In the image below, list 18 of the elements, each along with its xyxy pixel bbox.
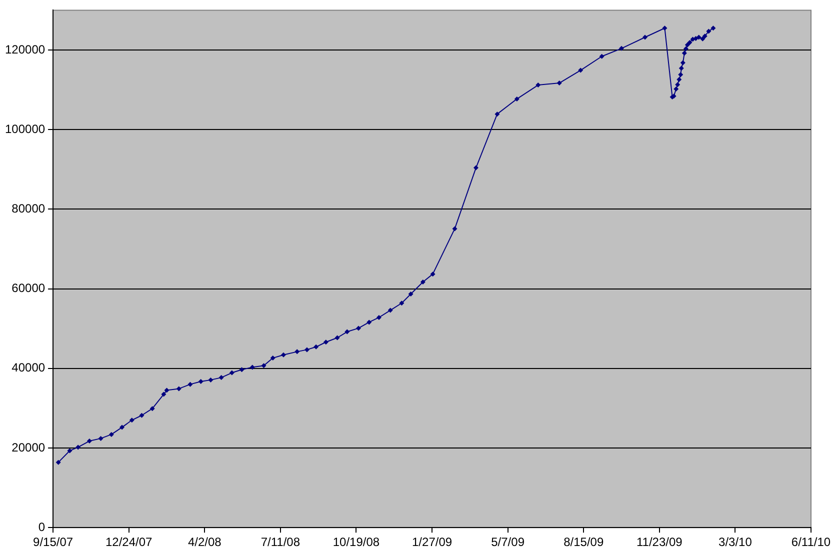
x-tick-label: 9/15/07 <box>33 535 74 550</box>
x-tick-label: 11/23/09 <box>636 535 683 550</box>
y-tick-label: 80000 <box>12 202 46 216</box>
y-tick-label: 20000 <box>12 440 46 454</box>
y-tick-label: 60000 <box>12 281 46 296</box>
x-tick-label: 12/24/07 <box>105 535 153 550</box>
x-tick-label: 6/11/10 <box>791 535 831 550</box>
y-tick-label: 120000 <box>4 42 46 56</box>
x-tick-label: 7/11/08 <box>260 535 300 550</box>
y-tick-label: 40000 <box>12 360 46 375</box>
x-tick-label: 4/2/08 <box>188 535 222 550</box>
x-tick-label: 3/3/10 <box>718 535 752 550</box>
x-tick-label: 1/27/09 <box>412 535 452 550</box>
y-tick-label: 100000 <box>4 122 46 136</box>
x-tick-label: 8/15/09 <box>564 535 604 550</box>
y-tick-label: 0 <box>38 520 46 534</box>
x-tick-label: 10/19/08 <box>332 535 380 550</box>
x-tick-label: 5/7/09 <box>491 535 525 550</box>
